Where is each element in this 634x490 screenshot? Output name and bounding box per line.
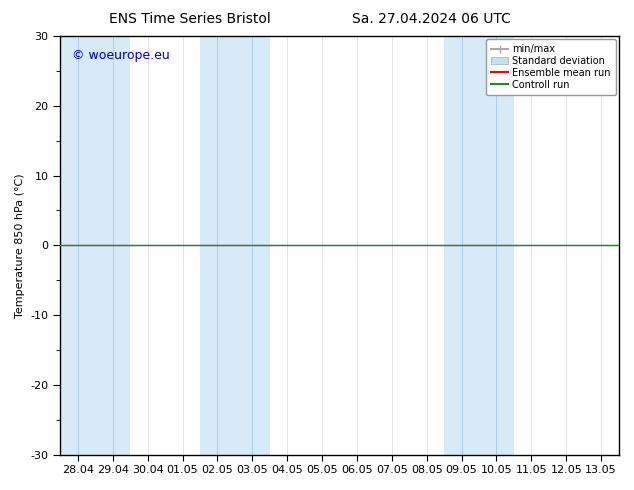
Y-axis label: Temperature 850 hPa (°C): Temperature 850 hPa (°C): [15, 173, 25, 318]
Bar: [200, 36, 235, 455]
Text: Sa. 27.04.2024 06 UTC: Sa. 27.04.2024 06 UTC: [352, 12, 510, 26]
Bar: [235, 36, 269, 455]
Legend: min/max, Standard deviation, Ensemble mean run, Controll run: min/max, Standard deviation, Ensemble me…: [486, 39, 616, 95]
Bar: [95, 36, 130, 455]
Bar: [479, 36, 514, 455]
Bar: [444, 36, 479, 455]
Text: ENS Time Series Bristol: ENS Time Series Bristol: [109, 12, 271, 26]
Bar: [60, 36, 95, 455]
Text: © woeurope.eu: © woeurope.eu: [72, 49, 169, 62]
